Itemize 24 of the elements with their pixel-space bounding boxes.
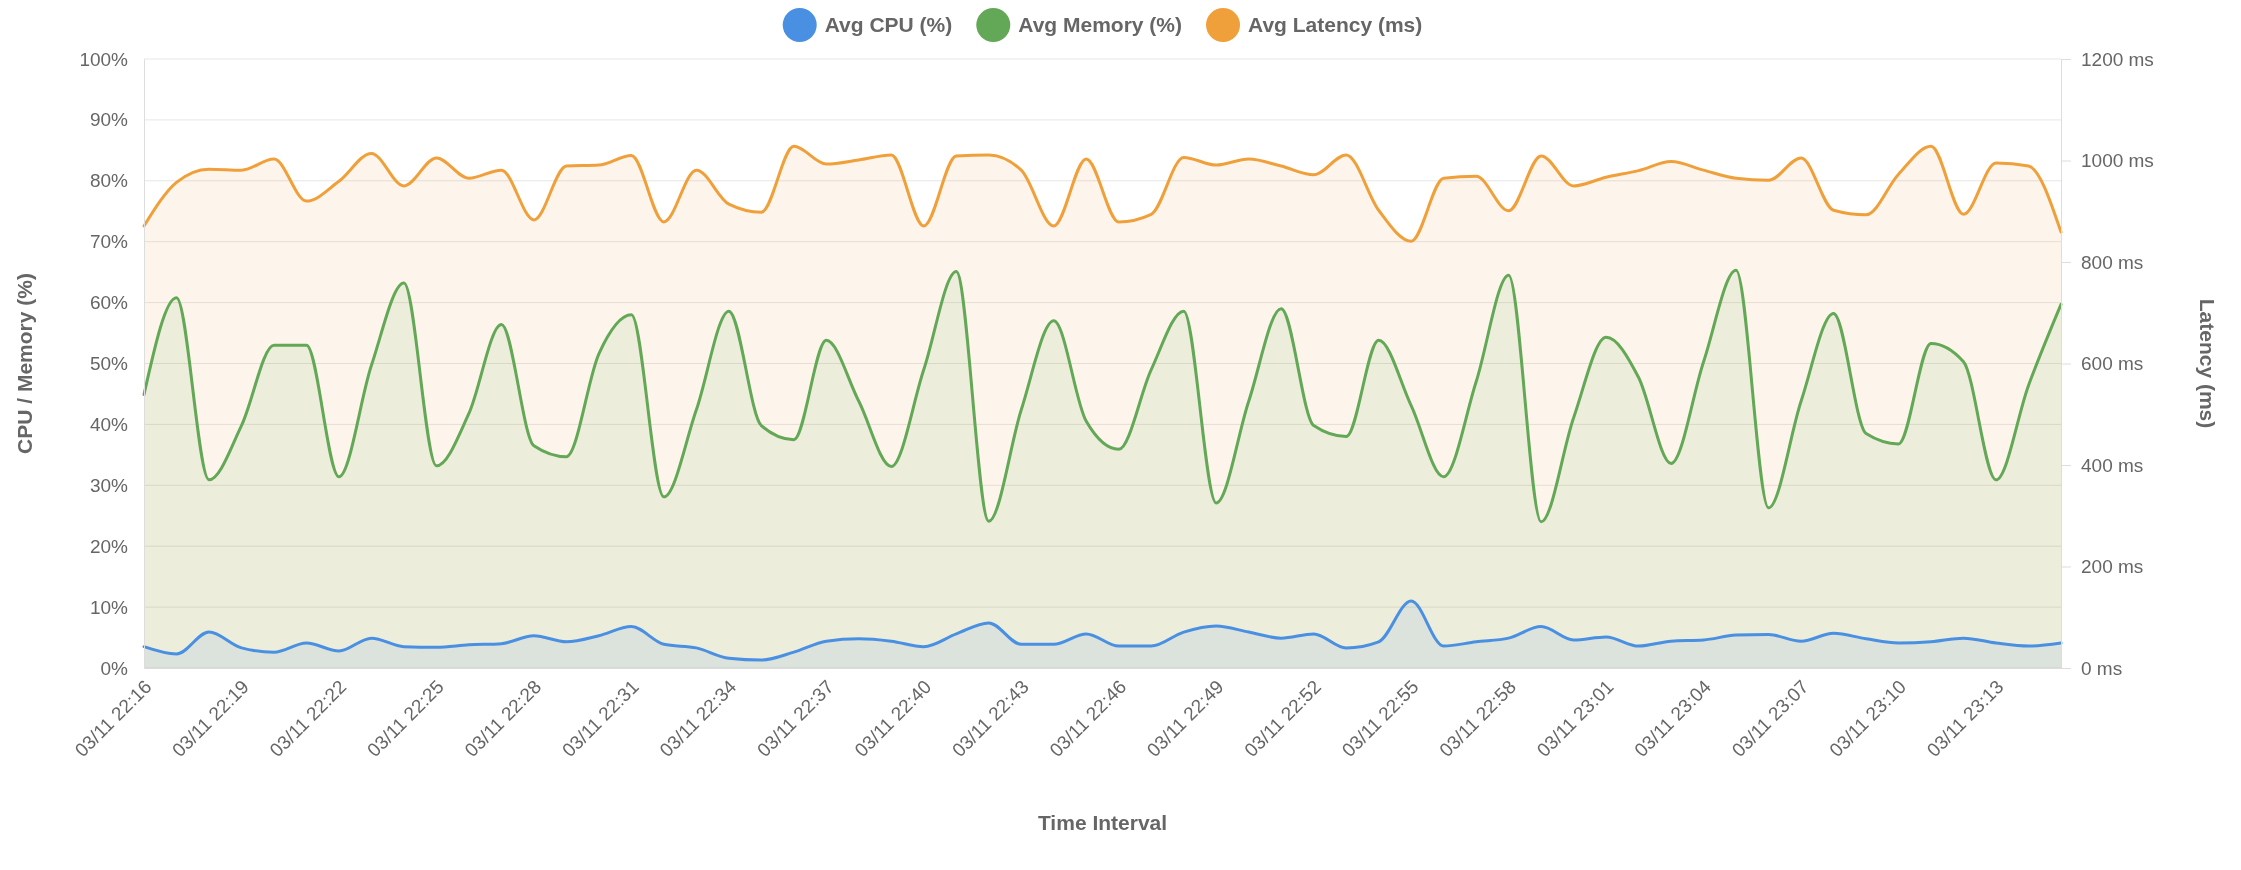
legend-label: Avg Latency (ms) (1248, 13, 1423, 37)
y-tick-label: 60% (89, 292, 129, 314)
y-tick-label: 0% (100, 657, 129, 679)
y2-tick-label: 1000 ms (2081, 150, 2154, 172)
y-tick-label: 20% (89, 535, 129, 557)
y-tick-label: 100% (79, 48, 129, 70)
y2-tick-label: 600 ms (2081, 353, 2144, 375)
y2-tick-label: 0 ms (2081, 657, 2123, 679)
legend-label: Avg CPU (%) (824, 13, 953, 37)
x-axis-title: Time Interval (1037, 811, 1168, 834)
y-tick-label: 40% (89, 413, 129, 435)
y2-tick-label: 1200 ms (2081, 48, 2154, 70)
y-tick-label: 50% (89, 353, 129, 375)
legend-label: Avg Memory (%) (1018, 13, 1183, 37)
y2-tick-label: 400 ms (2081, 454, 2144, 476)
y2-tick-label: 200 ms (2081, 556, 2144, 578)
y2-axis-title: Latency (ms) (2196, 298, 2219, 429)
y-tick-label: 90% (89, 109, 129, 131)
y-tick-label: 30% (89, 474, 129, 496)
y-tick-label: 10% (89, 596, 129, 618)
y-axis-title: CPU / Memory (%) (13, 273, 36, 454)
y-tick-label: 70% (89, 231, 129, 253)
y2-tick-label: 800 ms (2081, 251, 2144, 273)
y-tick-label: 80% (89, 170, 129, 192)
